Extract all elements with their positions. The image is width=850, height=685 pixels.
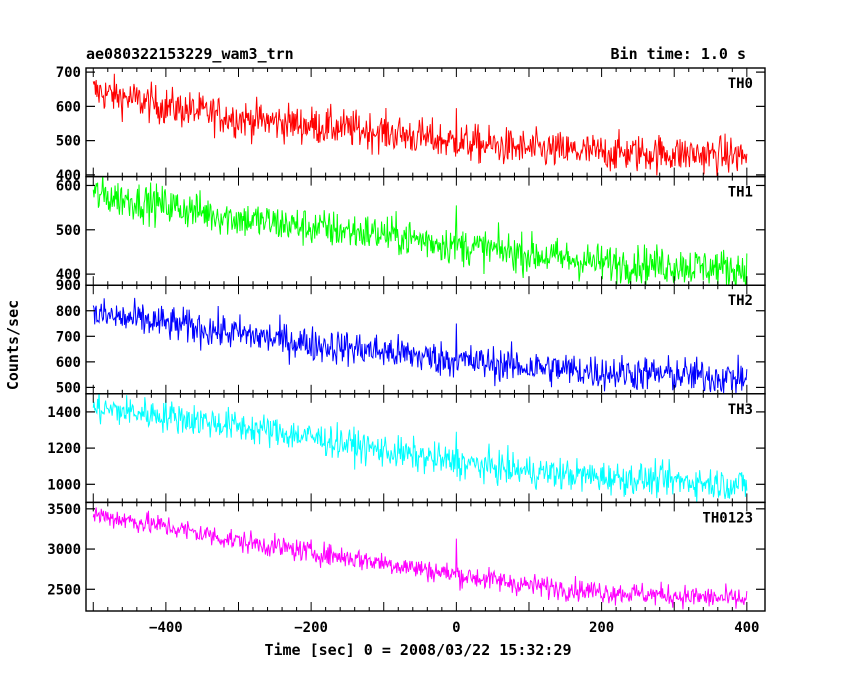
series-line-th1 bbox=[92, 176, 748, 286]
y-tick-label: 500 bbox=[56, 223, 81, 239]
y-tick-label: 600 bbox=[56, 178, 81, 194]
y-tick-label: 1200 bbox=[47, 441, 81, 457]
y-tick-label: 2500 bbox=[47, 582, 81, 598]
panel-frame bbox=[85, 393, 766, 504]
panel-frame bbox=[85, 501, 766, 612]
y-tick-label: 1000 bbox=[47, 477, 81, 493]
series-line-th3 bbox=[92, 393, 748, 503]
y-tick-label: 500 bbox=[56, 134, 81, 150]
panel-th1: 400 500 600 TH1 bbox=[56, 175, 766, 286]
panel-th2: 500 600 700 800 900 TH2 bbox=[56, 278, 766, 396]
x-tick-label: −200 bbox=[294, 620, 328, 636]
panels: 400 500 600 700 TH0 400 500 600 TH1 500 600 700 800 9… bbox=[47, 65, 766, 612]
panel-th0: 400 500 600 700 TH0 bbox=[56, 65, 766, 184]
y-tick-label: 400 bbox=[56, 267, 81, 283]
y-tick-label: 500 bbox=[56, 380, 81, 396]
panel-label: TH1 bbox=[728, 185, 753, 201]
y-tick-label: 600 bbox=[56, 99, 81, 115]
chart-title: ae080322153229_wam3_trn bbox=[86, 45, 294, 63]
panel-label: TH0123 bbox=[702, 510, 753, 526]
panel-th3: 1000 1200 1400 TH3 bbox=[47, 393, 766, 504]
y-tick-label: 400 bbox=[56, 168, 81, 184]
series-line-th0 bbox=[92, 73, 748, 177]
y-tick-label: 600 bbox=[56, 355, 81, 371]
y-tick-label: 700 bbox=[56, 329, 81, 345]
y-tick-label: 800 bbox=[56, 304, 81, 320]
x-tick-label: 400 bbox=[734, 620, 759, 636]
x-tick-label: 0 bbox=[452, 620, 460, 636]
x-tick-label: 200 bbox=[589, 620, 614, 636]
x-tick-label: −400 bbox=[149, 620, 183, 636]
panel-th0123: 2500 3000 3500 TH0123 bbox=[47, 501, 766, 612]
y-tick-label: 900 bbox=[56, 278, 81, 294]
y-tick-label: 700 bbox=[56, 65, 81, 81]
y-tick-label: 1400 bbox=[47, 405, 81, 421]
panel-label: TH3 bbox=[728, 402, 753, 418]
y-axis-label: Counts/sec bbox=[4, 300, 22, 390]
series-line-th0123 bbox=[92, 507, 748, 610]
x-axis-ticks: −400 −200 0 200 400 bbox=[149, 620, 759, 636]
panel-label: TH0 bbox=[728, 76, 753, 92]
panel-label: TH2 bbox=[728, 293, 753, 309]
series-line-th2 bbox=[92, 297, 748, 394]
bin-time-label: Bin time: 1.0 s bbox=[611, 45, 746, 63]
y-tick-label: 3000 bbox=[47, 542, 81, 558]
y-tick-label: 3500 bbox=[47, 502, 81, 518]
x-axis-label: Time [sec] 0 = 2008/03/22 15:32:29 bbox=[264, 641, 571, 659]
